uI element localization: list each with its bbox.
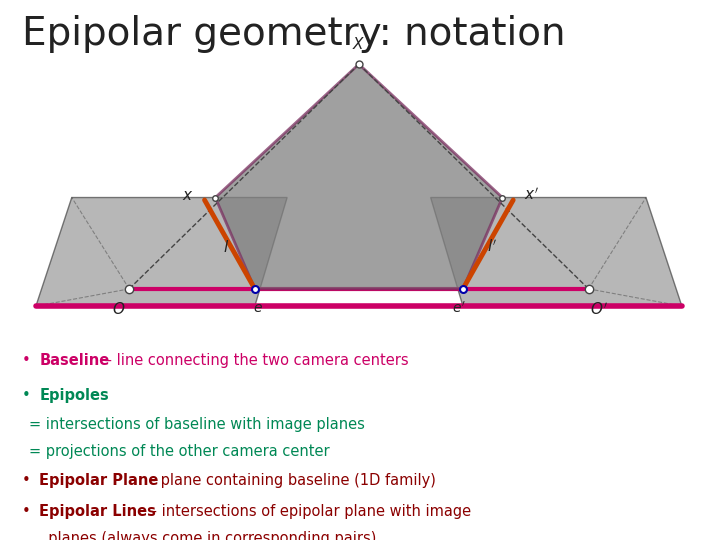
Text: $l$: $l$	[223, 239, 229, 255]
Text: = projections of the other camera center: = projections of the other camera center	[29, 444, 329, 460]
Text: = intersections of baseline with image planes: = intersections of baseline with image p…	[29, 417, 364, 433]
Text: – plane containing baseline (1D family): – plane containing baseline (1D family)	[143, 473, 436, 488]
Text: $X$: $X$	[352, 36, 366, 52]
Text: •: •	[22, 353, 35, 368]
Text: Epipoles: Epipoles	[40, 388, 109, 403]
Text: Epipolar geometry: notation: Epipolar geometry: notation	[22, 15, 565, 53]
Text: $e'$: $e'$	[452, 301, 467, 316]
Text: Epipolar Lines: Epipolar Lines	[40, 504, 156, 519]
Text: Epipolar Plane: Epipolar Plane	[40, 473, 159, 488]
Text: $l'$: $l'$	[487, 239, 497, 255]
Text: $O$: $O$	[112, 301, 125, 317]
Text: •: •	[22, 504, 35, 519]
Text: •: •	[22, 473, 35, 488]
Text: planes (always come in corresponding pairs): planes (always come in corresponding pai…	[40, 531, 377, 540]
Polygon shape	[431, 198, 682, 306]
Text: Baseline: Baseline	[40, 353, 109, 368]
Text: – line connecting the two camera centers: – line connecting the two camera centers	[101, 353, 409, 368]
Text: - intersections of epipolar plane with image: - intersections of epipolar plane with i…	[147, 504, 472, 519]
Text: $O'$: $O'$	[590, 301, 608, 318]
Text: $e$: $e$	[253, 301, 264, 315]
Text: •: •	[22, 388, 35, 403]
Text: $x'$: $x'$	[524, 187, 539, 204]
Polygon shape	[36, 198, 287, 306]
Text: $x$: $x$	[182, 187, 194, 202]
Polygon shape	[215, 64, 503, 289]
